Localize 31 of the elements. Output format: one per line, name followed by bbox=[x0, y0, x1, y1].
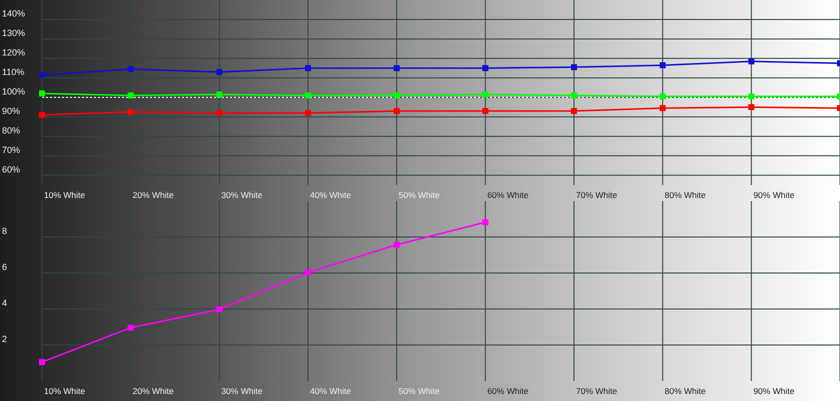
y-tick-label: 8 bbox=[2, 226, 8, 236]
y-tick-label: 6 bbox=[2, 262, 8, 272]
y-tick-label: 70% bbox=[2, 144, 20, 155]
x-tick-label: 40% White bbox=[310, 386, 352, 396]
x-tick-label: 90% White bbox=[753, 190, 795, 200]
y-tick-label: 120% bbox=[2, 47, 26, 58]
x-tick-label: 20% White bbox=[132, 190, 174, 200]
x-tick-label: 10% White bbox=[44, 386, 86, 396]
y-tick-label: 100% bbox=[2, 86, 26, 96]
x-tick-label: 80% White bbox=[664, 386, 706, 396]
x-tick-label: 20% White bbox=[132, 386, 174, 396]
x-tick-label: 70% White bbox=[576, 190, 618, 200]
x-tick-label: 60% White bbox=[487, 190, 529, 200]
y-tick-label: 140% bbox=[2, 8, 26, 18]
x-tick-label: 90% White bbox=[753, 386, 795, 396]
x-tick-label: 10% White bbox=[44, 190, 86, 200]
x-tick-label: 50% White bbox=[398, 190, 440, 200]
y-tick-label: 80% bbox=[2, 125, 20, 136]
y-tick-label: 130% bbox=[2, 28, 26, 38]
x-tick-label: 50% White bbox=[398, 386, 440, 396]
x-tick-label: 80% White bbox=[664, 190, 706, 200]
x-tick-label: 60% White bbox=[487, 386, 529, 396]
x-tick-label: 70% White bbox=[576, 386, 618, 396]
y-tick-label: 2 bbox=[2, 334, 8, 344]
y-tick-label: 4 bbox=[2, 298, 8, 308]
x-tick-label: 40% White bbox=[310, 190, 352, 200]
y-tick-label: 90% bbox=[2, 106, 20, 116]
x-tick-label: 30% White bbox=[221, 386, 263, 396]
y-tick-label: 60% bbox=[2, 164, 20, 174]
y-tick-label: 110% bbox=[2, 66, 24, 77]
x-tick-label: 30% White bbox=[221, 190, 263, 200]
